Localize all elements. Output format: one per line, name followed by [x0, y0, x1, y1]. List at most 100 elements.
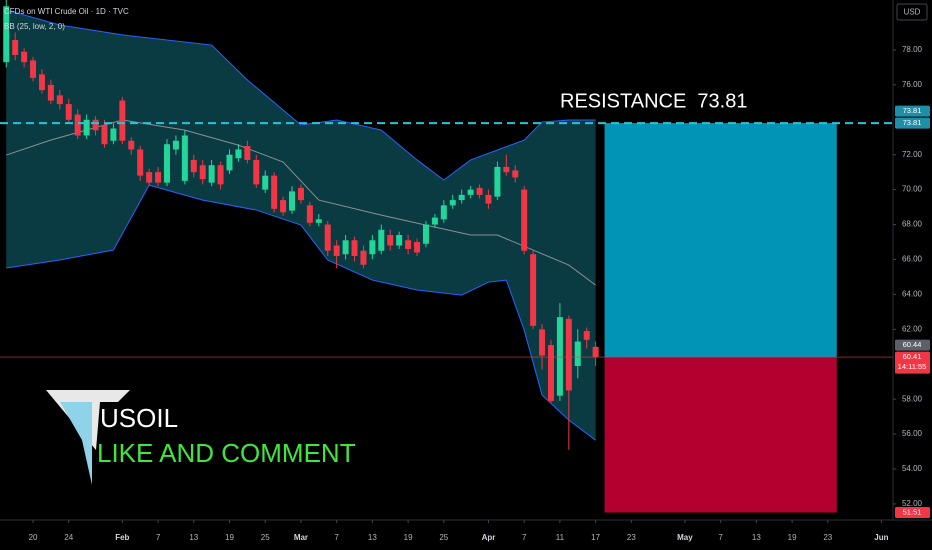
band-lower — [6, 184, 596, 441]
x-tick-label: 19 — [788, 533, 797, 542]
x-tick-label: 17 — [591, 533, 600, 542]
candle-body — [280, 200, 287, 213]
x-tick-label: 7 — [718, 533, 723, 542]
candle-body — [190, 159, 197, 173]
candle-body — [556, 317, 563, 396]
x-tick-label: 7 — [334, 533, 339, 542]
price-tag-label: 73.81 — [903, 118, 922, 127]
y-tick-label: 58.00 — [902, 394, 923, 403]
candle-body — [83, 119, 90, 136]
x-tick-label: Apr — [482, 533, 496, 542]
price-tag — [895, 351, 930, 374]
candle-body — [217, 165, 224, 185]
candle-body — [503, 166, 510, 173]
x-tick-label: 20 — [29, 533, 38, 542]
currency-label: USD — [904, 8, 921, 17]
candle-body — [65, 104, 72, 120]
price-tag — [895, 506, 930, 518]
candle-body — [163, 144, 170, 183]
candle-body — [208, 165, 215, 183]
y-tick-label: 76.00 — [902, 80, 923, 89]
candle-body — [38, 74, 45, 91]
price-tag-label: 60.44 — [903, 340, 922, 349]
candle-body — [458, 194, 465, 201]
y-tick-label: 52.00 — [902, 499, 923, 508]
loss-zone[interactable] — [604, 357, 837, 513]
candle-body — [110, 128, 117, 141]
candle-body — [396, 235, 403, 246]
candle-body — [342, 240, 349, 255]
candle-body — [155, 172, 162, 183]
candle-body — [431, 217, 438, 225]
candle-body — [21, 51, 28, 63]
candle-body — [565, 318, 572, 391]
y-tick-label: 72.00 — [902, 150, 923, 159]
candle-body — [74, 114, 81, 136]
candle-body — [422, 224, 429, 244]
candle-body — [592, 346, 599, 358]
candle-body — [262, 175, 269, 190]
candle-body — [253, 159, 260, 185]
candle-body — [146, 172, 153, 183]
y-tick-label: 54.00 — [902, 464, 923, 473]
candle-body — [521, 189, 528, 251]
x-tick-label: 19 — [225, 533, 234, 542]
candle-body — [574, 341, 581, 366]
y-tick-label: 62.00 — [902, 324, 923, 333]
candle-body — [137, 149, 144, 176]
candle-body — [467, 189, 474, 195]
candle-body — [476, 187, 483, 195]
candle-body — [547, 345, 554, 401]
currency-box[interactable] — [896, 3, 928, 21]
symbol-title: CFDs on WTI Crude Oil · 1D · TVC — [4, 7, 129, 16]
candle-body — [119, 100, 126, 141]
x-tick-label: Mar — [294, 533, 308, 542]
x-tick-label: 23 — [823, 533, 832, 542]
candle-body — [47, 84, 54, 101]
x-tick-label: Feb — [115, 533, 129, 542]
candle-body — [289, 191, 296, 211]
candle-body — [297, 187, 304, 201]
x-tick-label: 7 — [156, 533, 161, 542]
y-tick-label: 68.00 — [902, 220, 923, 229]
candle-body — [387, 235, 394, 246]
x-tick-label: Jun — [874, 533, 888, 542]
y-tick-label: 66.00 — [902, 255, 923, 264]
x-tick-label: 25 — [261, 533, 270, 542]
y-tick-label: 64.00 — [902, 290, 923, 299]
price-tag-label: 51.51 — [903, 507, 922, 516]
candle-body — [378, 229, 385, 251]
x-tick-label: 24 — [64, 533, 73, 542]
y-tick-label: 70.00 — [902, 185, 923, 194]
candle-body — [12, 39, 19, 56]
x-tick-label: 25 — [439, 533, 448, 542]
price-tag-label: 73.81 — [903, 106, 922, 115]
price-tag-label: 60.41 — [903, 352, 922, 361]
candle-body — [30, 60, 37, 78]
resistance-annotation: RESISTANCE 73.81 — [560, 90, 747, 112]
x-tick-label: May — [677, 533, 693, 542]
candle-body — [351, 240, 358, 256]
candle-body — [56, 95, 63, 105]
candle-body — [360, 250, 367, 265]
logo-t-stem — [60, 402, 92, 485]
candle-body — [414, 242, 421, 253]
plot-area — [0, 0, 893, 513]
candle-body — [3, 6, 10, 63]
price-tag-countdown: 14:11:55 — [898, 362, 927, 371]
candle-body — [405, 240, 412, 249]
candle-body — [315, 219, 322, 223]
candle-body — [324, 224, 331, 251]
candle-body — [449, 200, 456, 206]
x-tick-label: 13 — [189, 533, 198, 542]
candle-body — [235, 149, 242, 159]
candle-body — [244, 145, 251, 160]
y-tick-label: 56.00 — [902, 429, 923, 438]
logo — [46, 390, 130, 485]
price-tag — [895, 117, 930, 129]
profit-zone[interactable] — [604, 123, 837, 358]
candle-body — [494, 166, 501, 197]
price-tag — [895, 105, 930, 117]
candle-body — [181, 135, 188, 181]
